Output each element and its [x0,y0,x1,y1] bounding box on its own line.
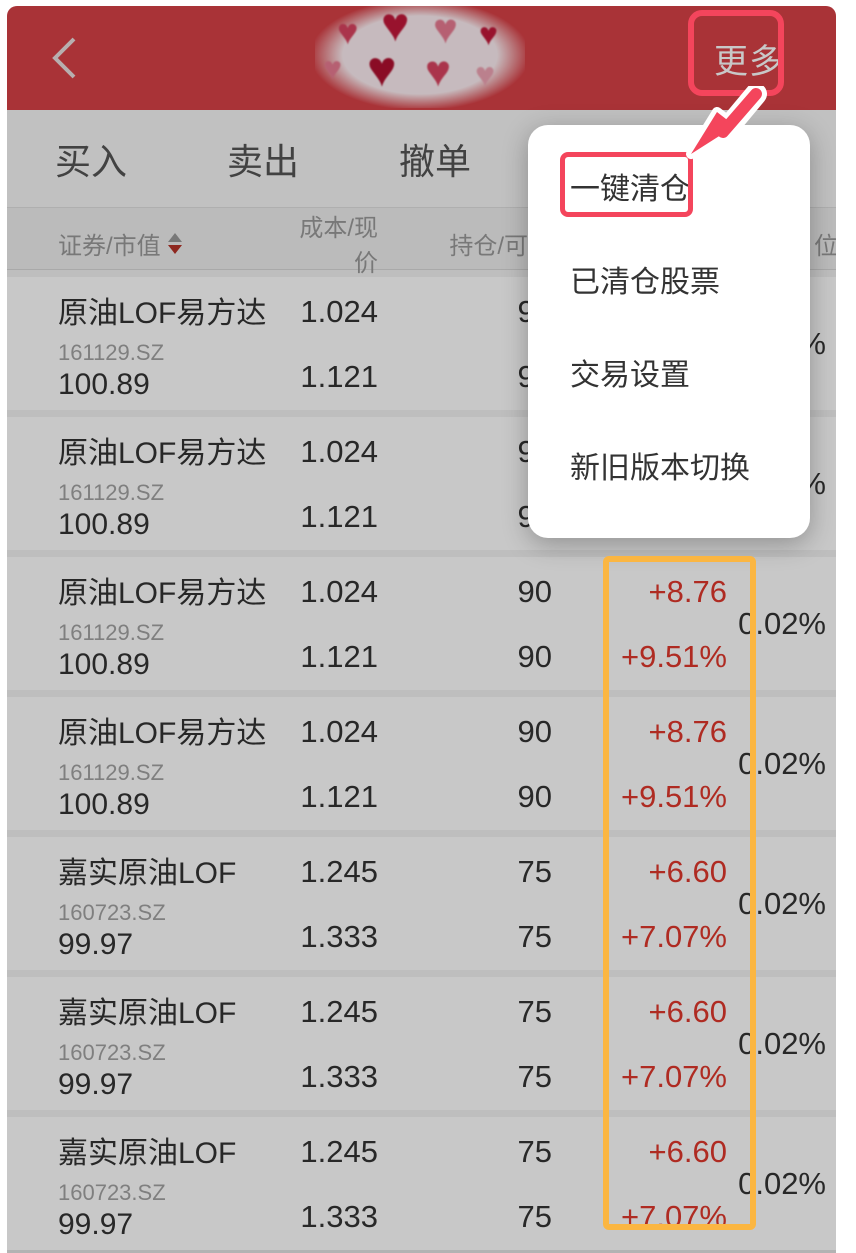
cost-price-cell: 1.024 1.121 [280,697,378,830]
cost-price-cell: 1.245 1.333 [280,837,378,970]
pl-cell: +8.76 +9.51% [552,697,727,830]
column-header-ratio: 位 [814,232,836,260]
table-row[interactable]: 原油LOF易方达 161129.SZ 100.89 1.024 1.121 90… [7,697,836,830]
cost-price-cell: 1.245 1.333 [280,1117,378,1250]
more-button-label: 更多 [714,42,784,81]
pl-value: +8.76 [648,574,727,609]
tab-sell[interactable]: 卖出 [227,140,300,182]
pl-cell: +8.76 +9.51% [552,557,727,690]
heart-icons: ♥ ♥ ♥ ♥ ♥ ♥ ♥ ♥ [323,6,498,97]
pl-pct-value: +7.07% [620,919,727,954]
price-value: 1.121 [300,359,378,394]
security-name: 嘉实原油LOF [58,857,237,890]
market-value: 100.89 [58,508,150,541]
app-screenshot-frame: ♥ ♥ ♥ ♥ ♥ ♥ ♥ ♥ 更多 买入 卖出 撤单 证券/市值 成本/现价 … [7,6,836,1253]
cost-price-cell: 1.024 1.121 [280,417,378,550]
market-value: 99.97 [58,928,134,961]
qty-value: 75 [517,1134,552,1169]
security-name: 嘉实原油LOF [58,1137,237,1170]
available-value: 75 [517,919,552,954]
more-button[interactable]: 更多 [714,6,784,110]
cost-value: 1.245 [300,1134,378,1169]
position-cell: 75 75 [378,837,552,970]
qty-value: 75 [517,994,552,1029]
menu-item-liquidate-all[interactable]: 一键清仓 [570,172,690,206]
column-header-cost-price: 成本/现价 [299,215,378,277]
security-code: 161129.SZ [58,760,165,785]
price-value: 1.121 [300,639,378,674]
security-name: 原油LOF易方达 [58,297,267,330]
market-value: 99.97 [58,1068,134,1101]
market-value: 100.89 [58,648,150,681]
security-name: 嘉实原油LOF [58,997,237,1030]
security-code: 160723.SZ [58,1180,166,1205]
table-row[interactable]: 嘉实原油LOF 160723.SZ 99.97 1.245 1.333 75 7… [7,837,836,970]
security-code: 161129.SZ [58,480,165,505]
pl-cell: +6.60 +7.07% [552,977,727,1110]
price-value: 1.333 [300,919,378,954]
cost-value: 1.024 [300,434,378,469]
available-value: 75 [517,1059,552,1094]
qty-value: 90 [517,714,552,749]
tab-buy[interactable]: 买入 [55,140,128,182]
cost-value: 1.024 [300,714,378,749]
pl-pct-value: +7.07% [620,1059,727,1094]
cost-price-cell: 1.024 1.121 [280,557,378,690]
security-name: 原油LOF易方达 [58,437,267,470]
qty-value: 75 [517,854,552,889]
pl-value: +6.60 [648,1134,727,1169]
position-cell: 90 90 [378,557,552,690]
cost-price-cell: 1.024 1.121 [280,277,378,410]
pl-value: +6.60 [648,994,727,1029]
pl-cell: +6.60 +7.07% [552,837,727,970]
available-value: 90 [517,639,552,674]
sort-arrows-icon [167,232,182,254]
security-name: 原油LOF易方达 [58,577,267,610]
security-code: 160723.SZ [58,1040,166,1065]
back-button[interactable] [51,36,77,80]
pl-pct-value: +9.51% [620,779,727,814]
price-value: 1.121 [300,499,378,534]
column-header-security-label: 证券/市值 [58,232,161,260]
list-divider [7,1250,836,1253]
menu-item-version-switch[interactable]: 新旧版本切换 [570,451,750,485]
security-code: 161129.SZ [58,340,165,365]
hearts-banner-image: ♥ ♥ ♥ ♥ ♥ ♥ ♥ ♥ [315,6,525,108]
pl-pct-value: +9.51% [620,639,727,674]
price-value: 1.333 [300,1199,378,1234]
menu-item-cleared-stocks[interactable]: 已清仓股票 [570,265,720,299]
table-row[interactable]: 嘉实原油LOF 160723.SZ 99.97 1.245 1.333 75 7… [7,977,836,1110]
price-value: 1.121 [300,779,378,814]
position-cell: 75 75 [378,977,552,1110]
tab-cancel-order[interactable]: 撤单 [399,140,472,182]
pl-value: +8.76 [648,714,727,749]
qty-value: 90 [517,574,552,609]
column-header-security[interactable]: 证券/市值 [58,226,280,261]
chevron-left-icon [51,36,77,80]
available-value: 75 [517,1199,552,1234]
market-value: 100.89 [58,368,150,401]
cost-value: 1.024 [300,574,378,609]
more-dropdown-menu: 一键清仓 已清仓股票 交易设置 新旧版本切换 [528,125,810,538]
security-code: 161129.SZ [58,620,165,645]
cost-value: 1.245 [300,994,378,1029]
available-value: 90 [517,779,552,814]
app-header: ♥ ♥ ♥ ♥ ♥ ♥ ♥ ♥ 更多 [7,6,836,110]
pl-value: +6.60 [648,854,727,889]
security-name: 原油LOF易方达 [58,717,267,750]
market-value: 100.89 [58,788,150,821]
price-value: 1.333 [300,1059,378,1094]
menu-item-trade-settings[interactable]: 交易设置 [570,358,690,392]
cost-value: 1.024 [300,294,378,329]
cost-value: 1.245 [300,854,378,889]
security-code: 160723.SZ [58,900,166,925]
position-cell: 75 75 [378,1117,552,1250]
market-value: 99.97 [58,1208,134,1241]
table-row[interactable]: 原油LOF易方达 161129.SZ 100.89 1.024 1.121 90… [7,557,836,690]
position-cell: 90 90 [378,697,552,830]
cost-price-cell: 1.245 1.333 [280,977,378,1110]
